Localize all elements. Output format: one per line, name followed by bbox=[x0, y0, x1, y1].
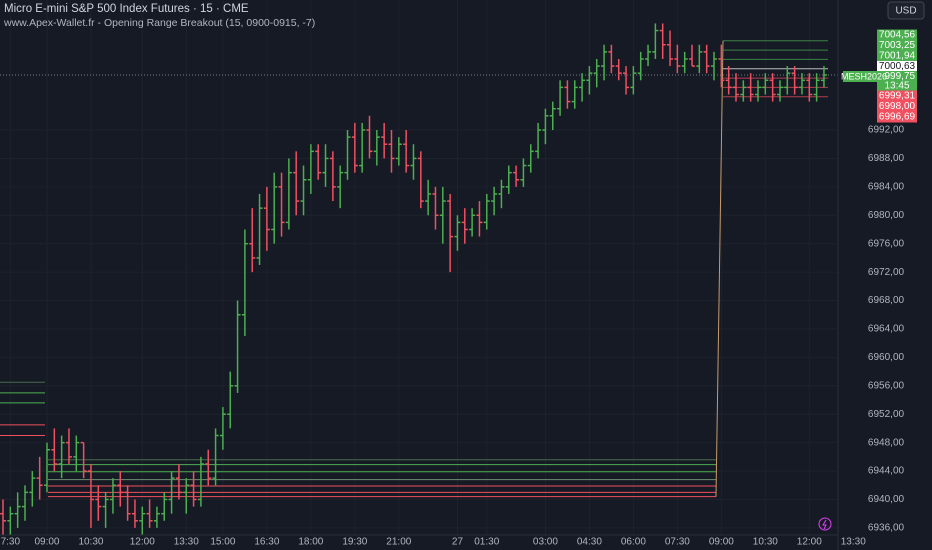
x-tick-label: 16:30 bbox=[254, 537, 279, 548]
y-tick-label: 6944,00 bbox=[868, 466, 905, 477]
symbol-label: MESH2026 bbox=[841, 71, 887, 81]
indicator-label: www.Apex-Wallet.fr - Opening Range Break… bbox=[3, 17, 315, 29]
level-label: 6996,69 bbox=[879, 112, 916, 123]
level-label: 6998,00 bbox=[879, 101, 916, 112]
currency-label[interactable]: USD bbox=[895, 6, 916, 17]
level-label-bg bbox=[877, 50, 917, 62]
axes: 6936,00 6940,00 6944,00 6948,00 6952,00 6956,… bbox=[1, 29, 917, 548]
level-label-bg bbox=[877, 111, 917, 123]
x-tick-label: 12:00 bbox=[797, 537, 822, 548]
y-tick-label: 6968,00 bbox=[868, 295, 905, 306]
alert-icon-bolt bbox=[822, 519, 827, 530]
y-tick-label: 6952,00 bbox=[868, 409, 905, 420]
countdown-label: 13:45 bbox=[884, 81, 909, 92]
x-tick-label: 13:30 bbox=[841, 537, 866, 548]
y-tick-label: 6940,00 bbox=[868, 494, 905, 505]
x-tick-label: 18:00 bbox=[298, 537, 323, 548]
x-tick-label: 27 bbox=[452, 537, 464, 548]
x-tick-label: 13:30 bbox=[174, 537, 199, 548]
x-tick-label: 10:30 bbox=[753, 537, 778, 548]
level-label: 7003,25 bbox=[879, 40, 916, 51]
x-tick-label: 09:00 bbox=[34, 537, 59, 548]
x-tick-label: 04:30 bbox=[577, 537, 602, 548]
level-label: 7001,94 bbox=[879, 51, 916, 62]
y-tick-label: 6956,00 bbox=[868, 380, 905, 391]
chart-title: Micro E-mini S&P 500 Index Futures · 15 … bbox=[4, 3, 249, 15]
x-tick-label: 7:30 bbox=[1, 537, 21, 548]
y-tick-label: 6972,00 bbox=[868, 267, 905, 278]
y-tick-label: 6976,00 bbox=[868, 238, 905, 249]
x-tick-label: 15:00 bbox=[210, 537, 235, 548]
y-tick-label: 6948,00 bbox=[868, 437, 905, 448]
orb-connector bbox=[715, 40, 724, 497]
level-label: 6999,31 bbox=[879, 91, 916, 102]
price-label: 6999,75 bbox=[879, 71, 916, 82]
level-label-bg bbox=[877, 40, 917, 51]
x-tick-label: 07:30 bbox=[665, 537, 690, 548]
level-label: 7000,63 bbox=[879, 61, 916, 72]
level-label-bg bbox=[877, 29, 917, 41]
y-tick-label: 6992,00 bbox=[868, 125, 905, 136]
x-tick-label: 21:00 bbox=[386, 537, 411, 548]
level-label-bg bbox=[877, 61, 917, 72]
x-tick-label: 10:30 bbox=[78, 537, 103, 548]
currency-button[interactable] bbox=[887, 1, 925, 20]
price-label-bg bbox=[877, 71, 917, 91]
plot-area bbox=[0, 23, 838, 535]
symbol-label-bg bbox=[843, 71, 885, 82]
level-label-bg bbox=[877, 90, 917, 102]
x-tick-label: 12:00 bbox=[130, 537, 155, 548]
y-tick-label: 6960,00 bbox=[868, 352, 905, 363]
x-tick-label: 09:00 bbox=[709, 537, 734, 548]
x-tick-label: 06:00 bbox=[621, 537, 646, 548]
level-label-bg bbox=[877, 101, 917, 112]
y-tick-label: 6984,00 bbox=[868, 181, 905, 192]
y-tick-label: 6980,00 bbox=[868, 210, 905, 221]
x-tick-label: 03:00 bbox=[533, 537, 558, 548]
x-tick-label: 01:30 bbox=[474, 537, 499, 548]
y-tick-label: 6988,00 bbox=[868, 153, 905, 164]
x-tick-label: 19:30 bbox=[342, 537, 367, 548]
y-tick-label: 6964,00 bbox=[868, 324, 905, 335]
y-tick-label: 6936,00 bbox=[868, 523, 905, 534]
level-label: 7004,56 bbox=[879, 30, 916, 41]
alert-icon[interactable] bbox=[818, 517, 832, 531]
